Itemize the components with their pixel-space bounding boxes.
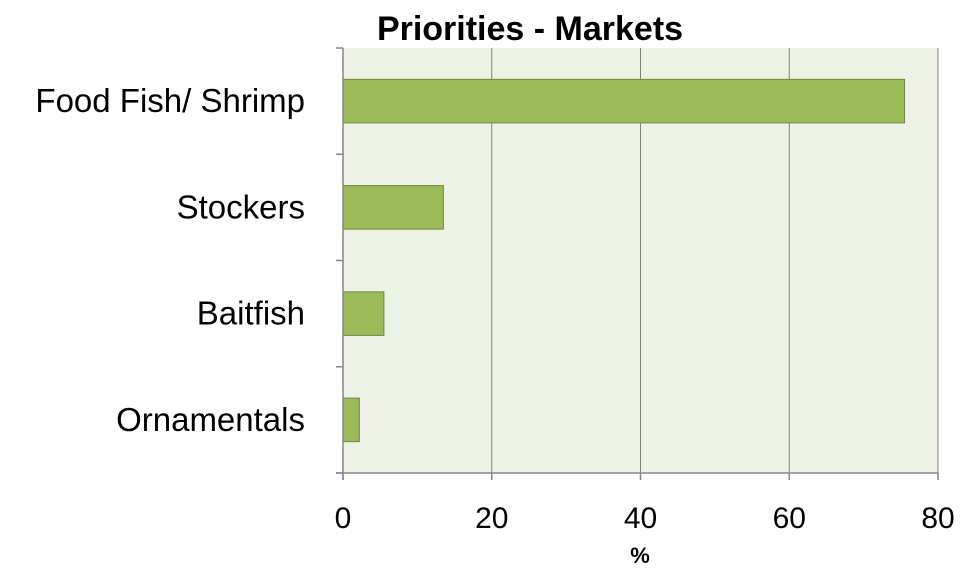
bar-food-fish-shrimp [342, 78, 906, 124]
axes [336, 47, 939, 480]
bars [342, 78, 906, 443]
category-label: Baitfish [197, 295, 305, 332]
x-tick-label: 0 [335, 502, 352, 535]
x-tick-label: 80 [921, 502, 954, 535]
category-label: Stockers [177, 188, 305, 225]
x-tick-label: 40 [624, 502, 657, 535]
x-tick-label: 20 [475, 502, 508, 535]
x-tick-label: 60 [773, 502, 806, 535]
category-label: Ornamentals [116, 401, 305, 438]
bar-stockers [342, 185, 444, 230]
chart-title: Priorities - Markets [377, 10, 683, 48]
category-label: Food Fish/ Shrimp [35, 82, 305, 119]
category-labels: Food Fish/ Shrimp Stockers Baitfish Ornamen… [35, 82, 305, 438]
bar-baitfish [342, 291, 385, 336]
x-axis-title: % [630, 543, 650, 568]
x-tick-labels: 0 20 40 60 80 [335, 502, 955, 535]
bar-ornamentals [342, 397, 360, 443]
